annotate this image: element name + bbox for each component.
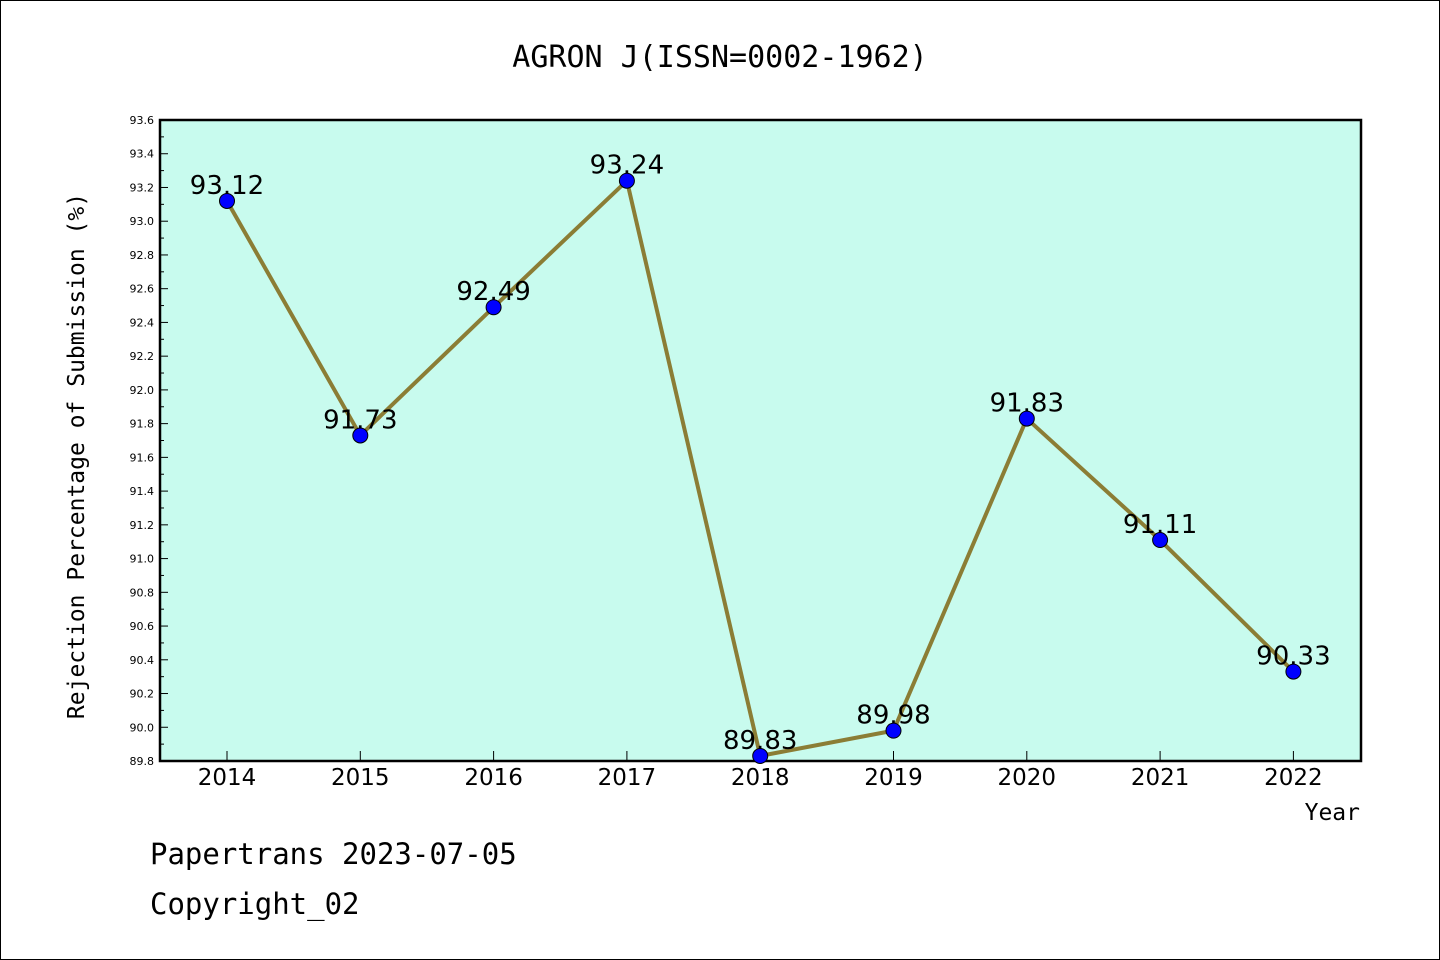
data-label: 89.98 xyxy=(856,701,930,731)
series-layer: 93.12 91.73 92.49 93.24 89.83 89.98 91.83 91.11… xyxy=(190,151,1331,764)
x-tick-label: 2015 xyxy=(331,765,390,791)
data-label: 89.83 xyxy=(723,726,797,756)
data-point xyxy=(1018,410,1035,427)
x-tick-label: 2016 xyxy=(464,765,523,791)
y-tick-label: 91.0 xyxy=(130,553,155,566)
plot-area xyxy=(158,118,1363,763)
y-tick-label: 93.2 xyxy=(130,181,155,194)
data-point xyxy=(618,172,635,189)
y-tick-label: 92.6 xyxy=(130,283,155,296)
x-tick-label: 2022 xyxy=(1264,765,1323,791)
data-label: 90.33 xyxy=(1256,642,1330,672)
y-tick-label: 92.0 xyxy=(130,384,155,397)
y-tick-label: 92.2 xyxy=(130,350,155,363)
y-tick-label: 90.0 xyxy=(130,721,155,734)
y-tick-label: 91.6 xyxy=(130,451,155,464)
y-tick-label: 91.2 xyxy=(130,519,155,532)
y-tick-label: 90.4 xyxy=(130,654,155,667)
footer-line-1: Papertrans 2023-07-05 xyxy=(150,837,517,871)
y-tick-label: 92.4 xyxy=(130,316,155,329)
data-label: 91.73 xyxy=(323,405,397,435)
y-tick-label: 93.4 xyxy=(130,148,155,161)
x-tick-label: 2021 xyxy=(1131,765,1190,791)
data-label: 91.83 xyxy=(990,389,1064,419)
y-axis-label: Rejection Percentage of Submission (%) xyxy=(64,193,90,719)
x-tick-label: 2019 xyxy=(864,765,923,791)
y-tick-label: 91.4 xyxy=(130,485,155,498)
data-point xyxy=(1152,532,1169,549)
y-tick-label: 93.0 xyxy=(130,215,155,228)
y-tick-label: 91.8 xyxy=(130,418,155,431)
data-point xyxy=(219,192,235,209)
data-point xyxy=(752,747,769,764)
data-label: 93.24 xyxy=(590,151,664,181)
x-tick-label: 2014 xyxy=(198,765,257,791)
x-tick-label: 2018 xyxy=(731,765,790,791)
data-point xyxy=(885,722,902,739)
data-point xyxy=(485,299,502,316)
data-label: 91.11 xyxy=(1123,510,1197,540)
data-label: 93.12 xyxy=(190,171,264,201)
y-tick-label: 89.8 xyxy=(130,755,155,768)
y-tick-label: 90.6 xyxy=(130,620,155,633)
y-tick-label: 90.2 xyxy=(130,688,155,701)
x-tick-label: 2020 xyxy=(998,765,1057,791)
x-tick-label: 2017 xyxy=(598,765,657,791)
footer-line-2: Copyright_02 xyxy=(150,887,360,922)
x-axis-label: Year xyxy=(1305,800,1360,826)
y-tick-label: 92.8 xyxy=(130,249,155,262)
data-label: 92.49 xyxy=(456,277,530,307)
y-tick-label: 93.6 xyxy=(130,114,155,127)
x-axis: 2014 2015 2016 2017 2018 2019 2020 2021 2022 xyxy=(198,751,1323,791)
chart-title: AGRON J(ISSN=0002-1962) xyxy=(512,40,927,75)
y-axis: 89.8 90.0 90.2 90.4 90.6 90.8 91.0 91.2 91.4 91.6… xyxy=(130,114,168,768)
y-tick-label: 90.8 xyxy=(130,586,155,599)
data-point xyxy=(352,427,369,444)
data-point xyxy=(1285,663,1302,680)
